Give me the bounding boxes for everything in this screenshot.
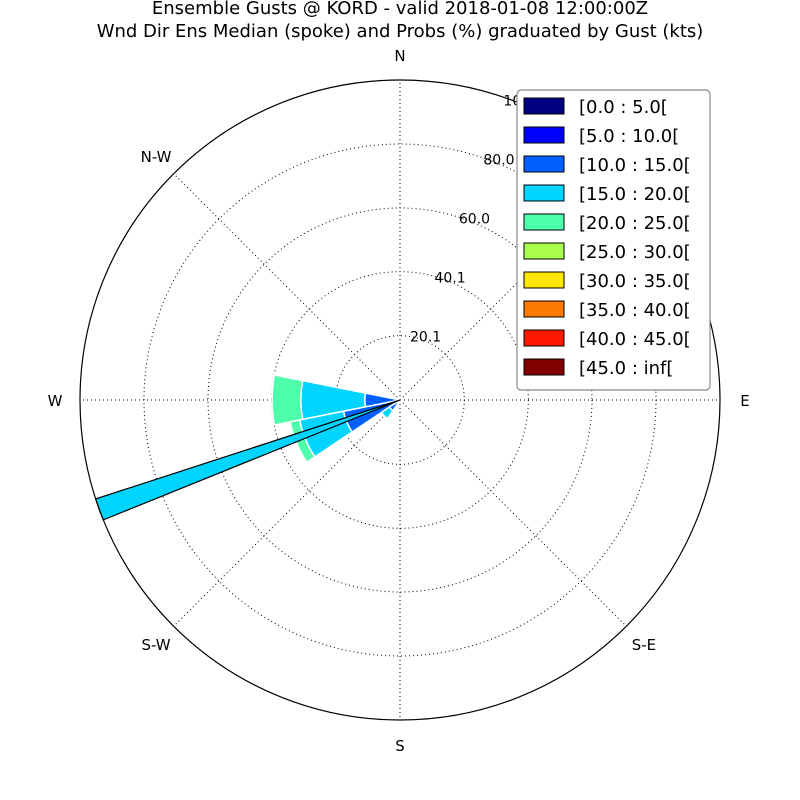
direction-label-w: W — [48, 392, 63, 410]
legend-swatch-8 — [523, 329, 565, 347]
legend-label-6: [30.0 : 35.0[ — [579, 271, 691, 292]
direction-label-n-w: N-W — [141, 148, 172, 166]
legend-label-5: [25.0 : 30.0[ — [579, 242, 691, 263]
legend-box — [516, 89, 711, 391]
direction-label-s: S — [395, 737, 405, 755]
legend-label-2: [10.0 : 15.0[ — [579, 155, 691, 176]
direction-label-s-w: S-W — [141, 636, 170, 654]
legend: [0.0 : 5.0[ [5.0 : 10.0[ [10.0 : 15.0[ [15.… — [516, 89, 711, 391]
radial-tick-label-2: 60.0 — [459, 212, 490, 228]
legend-swatch-4 — [523, 213, 565, 231]
legend-swatch-7 — [523, 300, 565, 318]
outer-circle — [79, 79, 721, 721]
legend-swatch-9 — [523, 358, 565, 376]
sector-1-bin-4 — [289, 419, 316, 464]
grid-spoke-s-w — [173, 399, 401, 627]
legend-swatch-2 — [523, 155, 565, 173]
sector-0-bin-4 — [271, 374, 304, 426]
legend-swatch-6 — [523, 271, 565, 289]
grid-spoke-n-e — [399, 173, 627, 401]
legend-label-4: [20.0 : 25.0[ — [579, 213, 691, 234]
legend-swatch-5 — [523, 242, 565, 260]
radial-tick-label-0: 20.1 — [410, 330, 441, 346]
legend-swatch-1 — [523, 126, 565, 144]
legend-label-7: [35.0 : 40.0[ — [579, 300, 691, 321]
legend-label-0: [0.0 : 5.0[ — [579, 97, 668, 118]
grid-spoke-s-e — [399, 399, 627, 627]
radial-tick-label-3: 80.0 — [483, 152, 514, 168]
outer-circle-line — [79, 79, 721, 721]
direction-label-e: E — [740, 392, 749, 410]
sector-2-bin-3 — [380, 406, 394, 420]
polar-grid — [80, 80, 720, 720]
legend-label-8: [40.0 : 45.0[ — [579, 329, 691, 350]
radial-tick-label-1: 40.1 — [435, 270, 466, 286]
chart-title: Ensemble Gusts @ KORD - valid 2018-01-08… — [152, 0, 648, 19]
legend-label-9: [45.0 : inf[ — [579, 358, 673, 379]
legend-swatch-0 — [523, 97, 565, 115]
direction-label-s-e: S-E — [632, 636, 656, 654]
grid-spoke-n-w — [173, 173, 401, 401]
chart-subtitle: Wnd Dir Ens Median (spoke) and Probs (%)… — [97, 21, 704, 42]
direction-label-n: N — [394, 47, 405, 65]
legend-label-1: [5.0 : 10.0[ — [579, 126, 679, 147]
median-spoke-bin-3 — [94, 399, 401, 521]
legend-label-3: [15.0 : 20.0[ — [579, 184, 691, 205]
wind-sectors — [94, 374, 401, 521]
legend-swatch-3 — [523, 184, 565, 202]
